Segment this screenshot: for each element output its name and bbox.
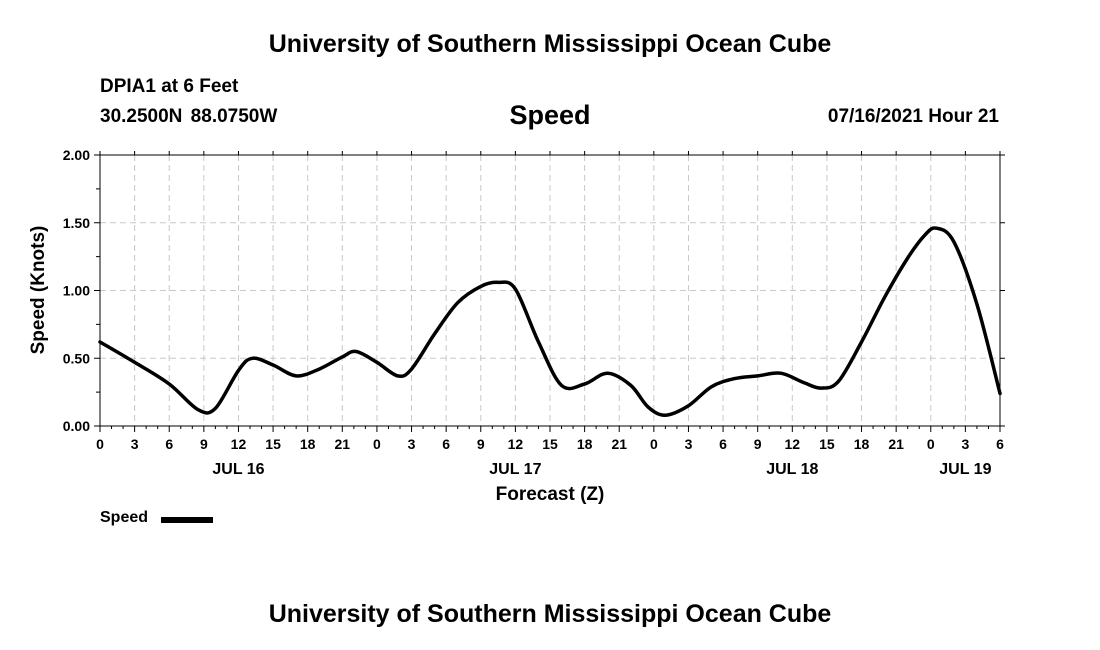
x-date-label: JUL 19: [939, 461, 991, 478]
y-tick-label: 0.00: [63, 418, 90, 434]
station-name: DPIA1 at 6 Feet: [100, 76, 239, 97]
x-tick-label: 0: [373, 436, 381, 452]
station-coordinates: 30.2500N 88.0750W: [100, 106, 278, 127]
x-tick-label: 21: [888, 436, 904, 452]
x-date-label: JUL 17: [489, 461, 541, 478]
plot-frame: [99, 154, 1001, 427]
x-tick-label: 3: [685, 436, 693, 452]
x-tick-label: 6: [442, 436, 450, 452]
y-tick-label: 1.00: [63, 283, 90, 299]
y-axis-title: Speed (Knots): [28, 226, 49, 355]
series-layer: [98, 226, 1002, 417]
x-tick-label: 18: [577, 436, 593, 452]
series-line-speed: [98, 226, 1002, 417]
x-tick-label: 0: [650, 436, 658, 452]
x-tick-label: 12: [231, 436, 247, 452]
x-tick-label: 15: [265, 436, 281, 452]
chart-title: Speed: [509, 100, 591, 130]
chart-axes: [94, 151, 1005, 432]
x-tick-label: 12: [785, 436, 801, 452]
x-date-label: JUL 18: [766, 461, 818, 478]
y-tick-label: 2.00: [63, 147, 90, 163]
x-tick-label: 9: [477, 436, 485, 452]
x-tick-label: 6: [165, 436, 173, 452]
chart-legend: Speed: [100, 509, 213, 527]
x-tick-label: 15: [542, 436, 558, 452]
x-tick-label: 21: [611, 436, 627, 452]
page-title-top: University of Southern Mississippi Ocean…: [268, 30, 832, 58]
x-axis-title: Forecast (Z): [496, 484, 605, 505]
x-tick-label: 18: [300, 436, 316, 452]
x-tick-label: 6: [719, 436, 727, 452]
y-tick-label: 0.50: [63, 350, 90, 366]
x-tick-label: 3: [131, 436, 139, 452]
legend-swatch-speed: [161, 517, 213, 523]
x-tick-label: 21: [335, 436, 351, 452]
x-tick-label: 9: [200, 436, 208, 452]
x-tick-label: 9: [754, 436, 762, 452]
x-tick-label: 0: [96, 436, 104, 452]
y-tick-label: 1.50: [63, 215, 90, 231]
legend-label-speed: Speed: [100, 509, 149, 526]
x-tick-label: 6: [996, 436, 1004, 452]
x-tick-label: 3: [408, 436, 416, 452]
x-tick-label: 12: [508, 436, 524, 452]
tick-labels: 0.00 0.50 1.00 1.50 2.00 0 3 6 9 12 15 18 21 0 3 6 9 12 15…: [63, 147, 1004, 478]
x-tick-label: 0: [927, 436, 935, 452]
x-tick-label: 18: [854, 436, 870, 452]
grid-lines: [100, 155, 1000, 426]
x-tick-label: 3: [961, 436, 969, 452]
forecast-datetime: 07/16/2021 Hour 21: [827, 106, 999, 127]
page-title-bottom: University of Southern Mississippi Ocean…: [268, 600, 832, 628]
x-date-label: JUL 16: [212, 461, 264, 478]
x-tick-label: 15: [819, 436, 835, 452]
